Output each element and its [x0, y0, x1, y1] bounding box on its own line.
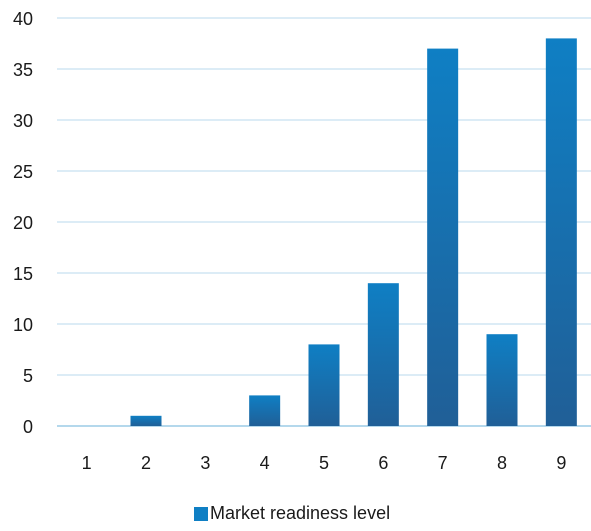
- x-tick-label: 5: [319, 453, 329, 473]
- x-tick-label: 4: [260, 453, 270, 473]
- legend: Market readiness level: [194, 503, 390, 523]
- bar-7: [427, 48, 459, 426]
- legend-label: Market readiness level: [210, 503, 390, 523]
- x-tick-label: 7: [438, 453, 448, 473]
- y-tick-label: 25: [13, 162, 33, 182]
- y-tick-label: 0: [23, 417, 33, 437]
- y-axis-ticks: 0 5 10 15 20 25 30 35 40: [13, 9, 33, 437]
- y-tick-label: 20: [13, 213, 33, 233]
- y-tick-label: 10: [13, 315, 33, 335]
- bar-5: [308, 344, 340, 426]
- bar-4: [249, 395, 281, 426]
- y-tick-label: 35: [13, 60, 33, 80]
- legend-swatch: [194, 507, 208, 521]
- x-tick-label: 9: [556, 453, 566, 473]
- x-tick-label: 2: [141, 453, 151, 473]
- bar-2: [130, 415, 162, 426]
- bar-9: [545, 38, 577, 427]
- bar-6: [367, 283, 399, 426]
- y-tick-label: 30: [13, 111, 33, 131]
- x-tick-label: 8: [497, 453, 507, 473]
- bars: [130, 38, 577, 427]
- y-tick-label: 15: [13, 264, 33, 284]
- x-axis-ticks: 1 2 3 4 5 6 7 8 9: [82, 453, 567, 473]
- x-tick-label: 3: [200, 453, 210, 473]
- x-tick-label: 6: [378, 453, 388, 473]
- bar-8: [486, 334, 518, 426]
- x-tick-label: 1: [82, 453, 92, 473]
- y-tick-label: 5: [23, 366, 33, 386]
- y-tick-label: 40: [13, 9, 33, 29]
